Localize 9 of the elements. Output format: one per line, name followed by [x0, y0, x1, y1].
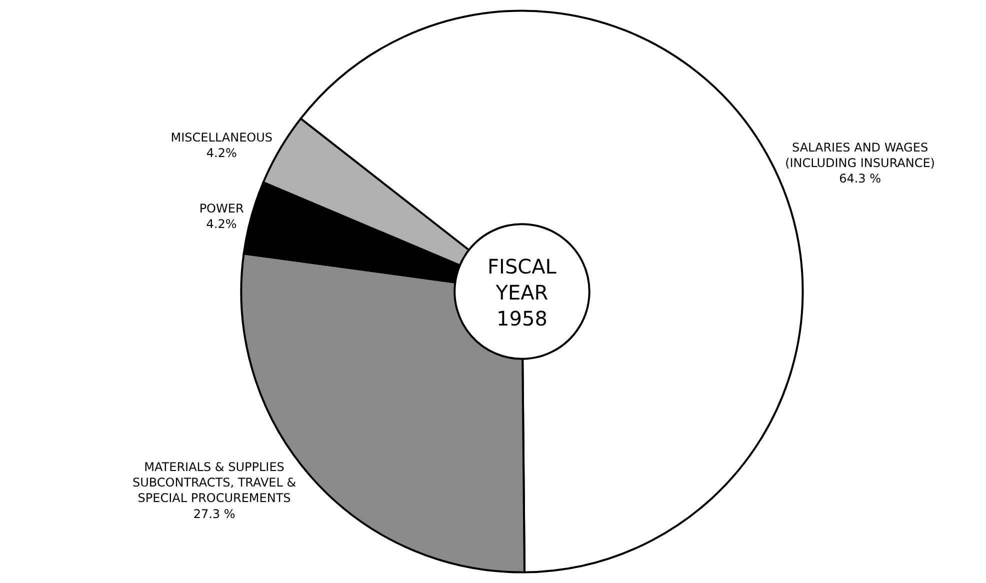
slice-label: MATERIALS & SUPPLIES SUBCONTRACTS, TRAVEL & SPECIAL PROCUREMENTS [132, 460, 296, 506]
slice-label: MISCELLANEOUS [170, 130, 273, 145]
data-label: 4.2% [206, 217, 237, 232]
data-label: 4.2% [206, 146, 237, 160]
data-label: 27.3 % [193, 506, 236, 521]
slice-label: POWER [199, 201, 244, 216]
data-label: 64.3 % [839, 171, 882, 186]
text: FISCAL YEAR 1958 [488, 254, 558, 330]
slice-label: SALARIES AND WAGES (INCLUDING INSURANCE) [785, 140, 935, 170]
